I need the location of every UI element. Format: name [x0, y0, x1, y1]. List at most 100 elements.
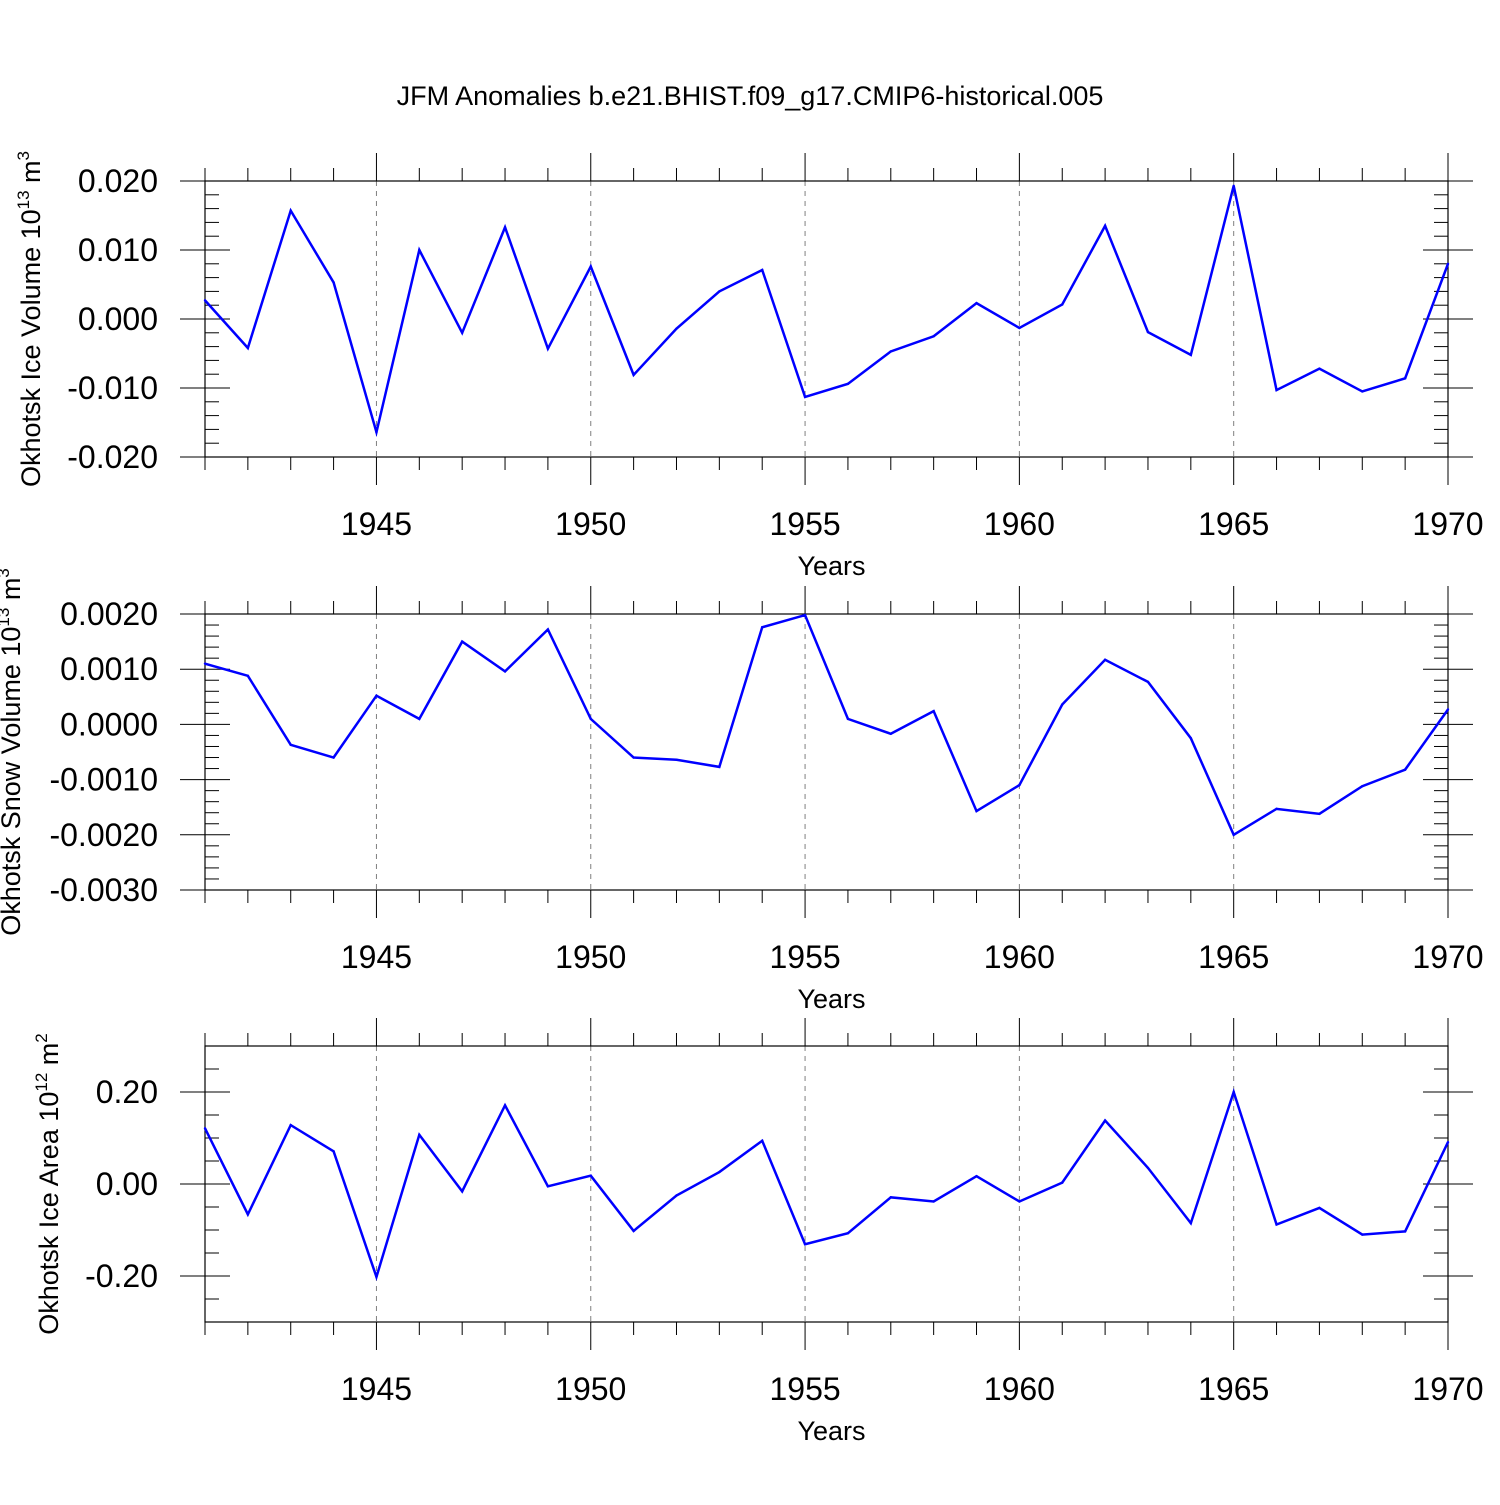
y-tick-label: 0.020: [78, 163, 158, 199]
data-point: [1232, 184, 1235, 188]
data-point: [289, 743, 292, 747]
panel-2: 1945 1950 1955 1960 1965 1970 Years -0.0030 -0.0…: [0, 568, 1484, 1014]
data-point: [589, 1174, 592, 1177]
panel-3: 1945 1950 1955 1960 1965 1970 Years -0.20 0.00 0.…: [32, 1018, 1484, 1446]
data-point: [503, 670, 507, 673]
y-tick-label: 0.0010: [60, 651, 158, 687]
data-point: [932, 709, 935, 713]
y-tick-label: 0.000: [78, 301, 158, 337]
data-point: [1061, 303, 1064, 306]
data-point: [289, 209, 292, 212]
y-axis-label-unit: m: [34, 1043, 64, 1073]
chart-panels: 1945 1950 1955 1960 1965 1970 Years -0.020 -0.01…: [0, 151, 1484, 1446]
y-tick-label: -0.0020: [49, 817, 158, 853]
data-point: [589, 717, 592, 721]
panel-1: 1945 1950 1955 1960 1965 1970 Years -0.020 -0.01…: [14, 151, 1484, 581]
data-point: [460, 640, 464, 643]
data-point: [546, 628, 550, 631]
data-point: [1318, 812, 1321, 816]
y-axis-label: Okhotsk Ice Volume 1013 m3: [14, 151, 46, 487]
data-point: [1103, 658, 1107, 662]
data-point: [1275, 388, 1278, 392]
x-tick-label: 1950: [555, 506, 626, 542]
y-tick-label: -0.0030: [49, 872, 158, 908]
y-axis-label-text: Okhotsk Ice Volume 10: [16, 209, 46, 487]
data-point: [546, 1185, 550, 1188]
data-point: [975, 1174, 978, 1178]
y-tick-label: -0.020: [67, 439, 158, 475]
data-point: [632, 1229, 635, 1233]
data-point: [1361, 1233, 1364, 1236]
data-point: [1061, 703, 1064, 706]
data-point: [1403, 377, 1407, 380]
data-point: [203, 662, 207, 665]
plot-frame: [204, 1045, 1449, 1323]
data-point: [1361, 390, 1364, 393]
data-point: [1189, 1221, 1193, 1225]
data-point: [803, 613, 807, 617]
x-tick-label: 1960: [984, 939, 1055, 975]
data-point: [1061, 1181, 1064, 1184]
data-point: [332, 1150, 335, 1153]
x-tick-label: 1945: [341, 506, 412, 542]
y-axis-label-exponent: 13: [14, 190, 33, 209]
data-point: [1018, 783, 1021, 787]
x-tick-label: 1955: [769, 506, 840, 542]
x-tick-label: 1950: [555, 939, 626, 975]
data-point: [932, 335, 935, 338]
data-point: [718, 290, 721, 293]
data-point: [846, 717, 850, 721]
data-point: [1446, 1140, 1450, 1144]
data-point: [1146, 1166, 1150, 1170]
data-point: [460, 1190, 464, 1193]
data-point: [589, 265, 592, 268]
data-point: [889, 1196, 892, 1199]
y-tick-label: -0.010: [67, 370, 158, 406]
data-point: [718, 1170, 721, 1174]
data-point: [375, 694, 378, 697]
x-tick-label: 1965: [1198, 506, 1269, 542]
data-point: [1403, 768, 1407, 771]
x-axis-label: Years: [797, 551, 865, 581]
y-tick-label: -0.20: [85, 1258, 158, 1294]
y-tick-label: -0.0010: [49, 762, 158, 798]
data-point: [1318, 367, 1321, 370]
x-tick-label: 1970: [1412, 1371, 1483, 1407]
data-point: [803, 1243, 807, 1246]
data-point: [246, 346, 250, 350]
data-point: [846, 382, 850, 386]
x-axis-label: Years: [797, 1416, 865, 1446]
data-point: [675, 327, 678, 330]
data-point: [1275, 807, 1278, 811]
x-tick-label: 1970: [1412, 939, 1483, 975]
data-point: [675, 1194, 678, 1197]
series-line: [204, 613, 1450, 837]
data-point: [632, 373, 635, 377]
data-point: [1318, 1206, 1321, 1210]
y-tick-label: 0.010: [78, 232, 158, 268]
data-point: [332, 281, 335, 284]
x-tick-label: 1945: [341, 1371, 412, 1407]
data-point: [246, 1213, 250, 1216]
data-point: [418, 248, 421, 252]
data-point: [889, 732, 892, 735]
data-point: [1403, 1230, 1407, 1233]
data-point: [1189, 737, 1193, 740]
y-tick-label: 0.0020: [60, 596, 158, 632]
y-axis-label-unit-exponent: 2: [32, 1033, 51, 1042]
data-point: [1232, 833, 1235, 836]
data-point: [846, 1232, 850, 1235]
data-point: [203, 1127, 207, 1130]
y-axis-label-unit: m: [16, 160, 46, 190]
data-point: [1146, 330, 1150, 334]
x-tick-label: 1945: [341, 939, 412, 975]
data-point: [1232, 1090, 1235, 1094]
data-point: [1146, 680, 1150, 684]
y-axis-label-text: Okhotsk Snow Volume 10: [0, 627, 26, 936]
y-axis-label: Okhotsk Ice Area 1012 m2: [32, 1033, 64, 1335]
data-point: [375, 1275, 378, 1279]
data-point: [1446, 262, 1450, 265]
data-point: [246, 674, 250, 678]
